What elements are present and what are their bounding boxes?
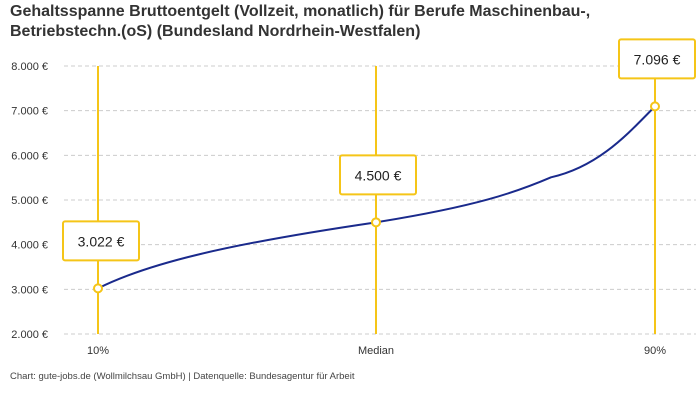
data-label: 7.096 € [634,51,681,67]
series-line [97,105,656,290]
y-tick-label: 7.000 € [11,106,48,118]
data-label: 4.500 € [355,167,402,183]
x-tick-label: Median [358,345,394,357]
y-tick-label: 4.000 € [11,240,48,252]
data-label-box [618,38,696,80]
y-tick-label: 2.000 € [11,329,48,341]
y-tick-label: 3.000 € [11,284,48,296]
y-tick-label: 5.000 € [11,195,48,207]
data-label: 3.022 € [78,233,125,249]
y-tick-label: 8.000 € [11,61,48,73]
x-tick-label: 90% [644,345,666,357]
data-label-box [339,154,417,196]
y-tick-label: 6.000 € [11,150,48,162]
chart-source: Chart: gute-jobs.de (Wollmilchsau GmbH) … [10,371,355,382]
x-tick-label: 10% [87,345,109,357]
data-point [371,217,381,228]
chart-title: Gehaltsspanne Bruttoentgelt (Vollzeit, m… [10,3,591,40]
data-label-box [62,220,140,262]
data-point [93,283,103,294]
data-point [650,101,660,112]
